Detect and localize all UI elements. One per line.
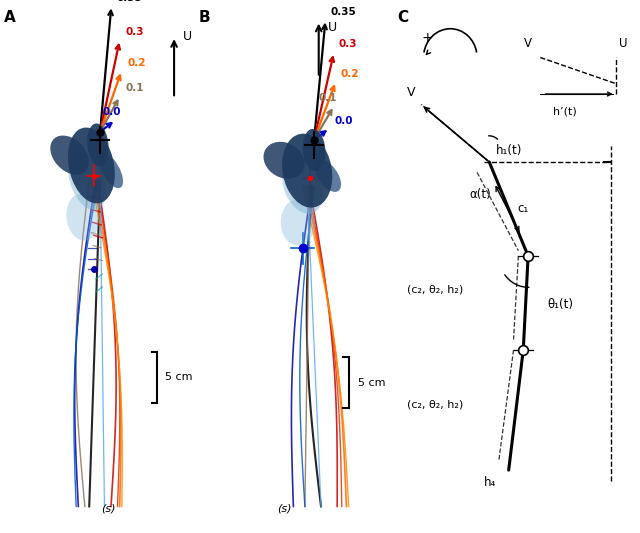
Text: U: U: [183, 30, 192, 43]
Ellipse shape: [282, 134, 332, 207]
Text: 0.1: 0.1: [318, 93, 337, 103]
Text: A: A: [4, 10, 16, 26]
Text: 0.2: 0.2: [127, 58, 146, 68]
Text: 5 cm: 5 cm: [165, 373, 193, 382]
Ellipse shape: [67, 193, 99, 240]
Ellipse shape: [68, 152, 106, 210]
Text: +: +: [421, 31, 433, 45]
Text: U: U: [619, 37, 627, 50]
Ellipse shape: [87, 124, 109, 166]
Ellipse shape: [303, 129, 326, 171]
Text: (c₂, θ₂, h₂): (c₂, θ₂, h₂): [406, 285, 463, 295]
Ellipse shape: [264, 142, 305, 179]
Text: C: C: [397, 11, 408, 26]
Text: 0.2: 0.2: [340, 69, 359, 79]
Text: 0.3: 0.3: [339, 39, 357, 50]
Text: (s): (s): [277, 504, 291, 514]
Text: (s): (s): [102, 504, 116, 514]
Text: 0.0: 0.0: [102, 107, 121, 117]
Text: θ₁(t): θ₁(t): [548, 298, 573, 311]
Text: U: U: [328, 21, 337, 34]
Text: α(t): α(t): [470, 189, 492, 201]
Text: 5 cm: 5 cm: [358, 377, 385, 387]
Text: 0.1: 0.1: [125, 84, 144, 93]
Ellipse shape: [281, 199, 316, 246]
Text: V: V: [406, 86, 415, 99]
Text: h₁(t): h₁(t): [495, 144, 522, 157]
Text: 0.0: 0.0: [334, 116, 353, 126]
Text: B: B: [199, 10, 211, 26]
Text: c₁: c₁: [517, 203, 529, 215]
Text: h’(t): h’(t): [553, 107, 577, 117]
Text: 0.35: 0.35: [330, 7, 356, 17]
Ellipse shape: [315, 160, 341, 192]
Text: 0.35: 0.35: [117, 0, 143, 3]
Ellipse shape: [282, 158, 323, 214]
Text: V: V: [524, 37, 532, 50]
Text: h₄: h₄: [484, 476, 497, 489]
Ellipse shape: [99, 153, 123, 188]
Ellipse shape: [51, 135, 89, 175]
Ellipse shape: [68, 127, 115, 204]
Text: (c₂, θ₂, h₂): (c₂, θ₂, h₂): [406, 399, 463, 409]
Text: 0.3: 0.3: [125, 27, 144, 37]
